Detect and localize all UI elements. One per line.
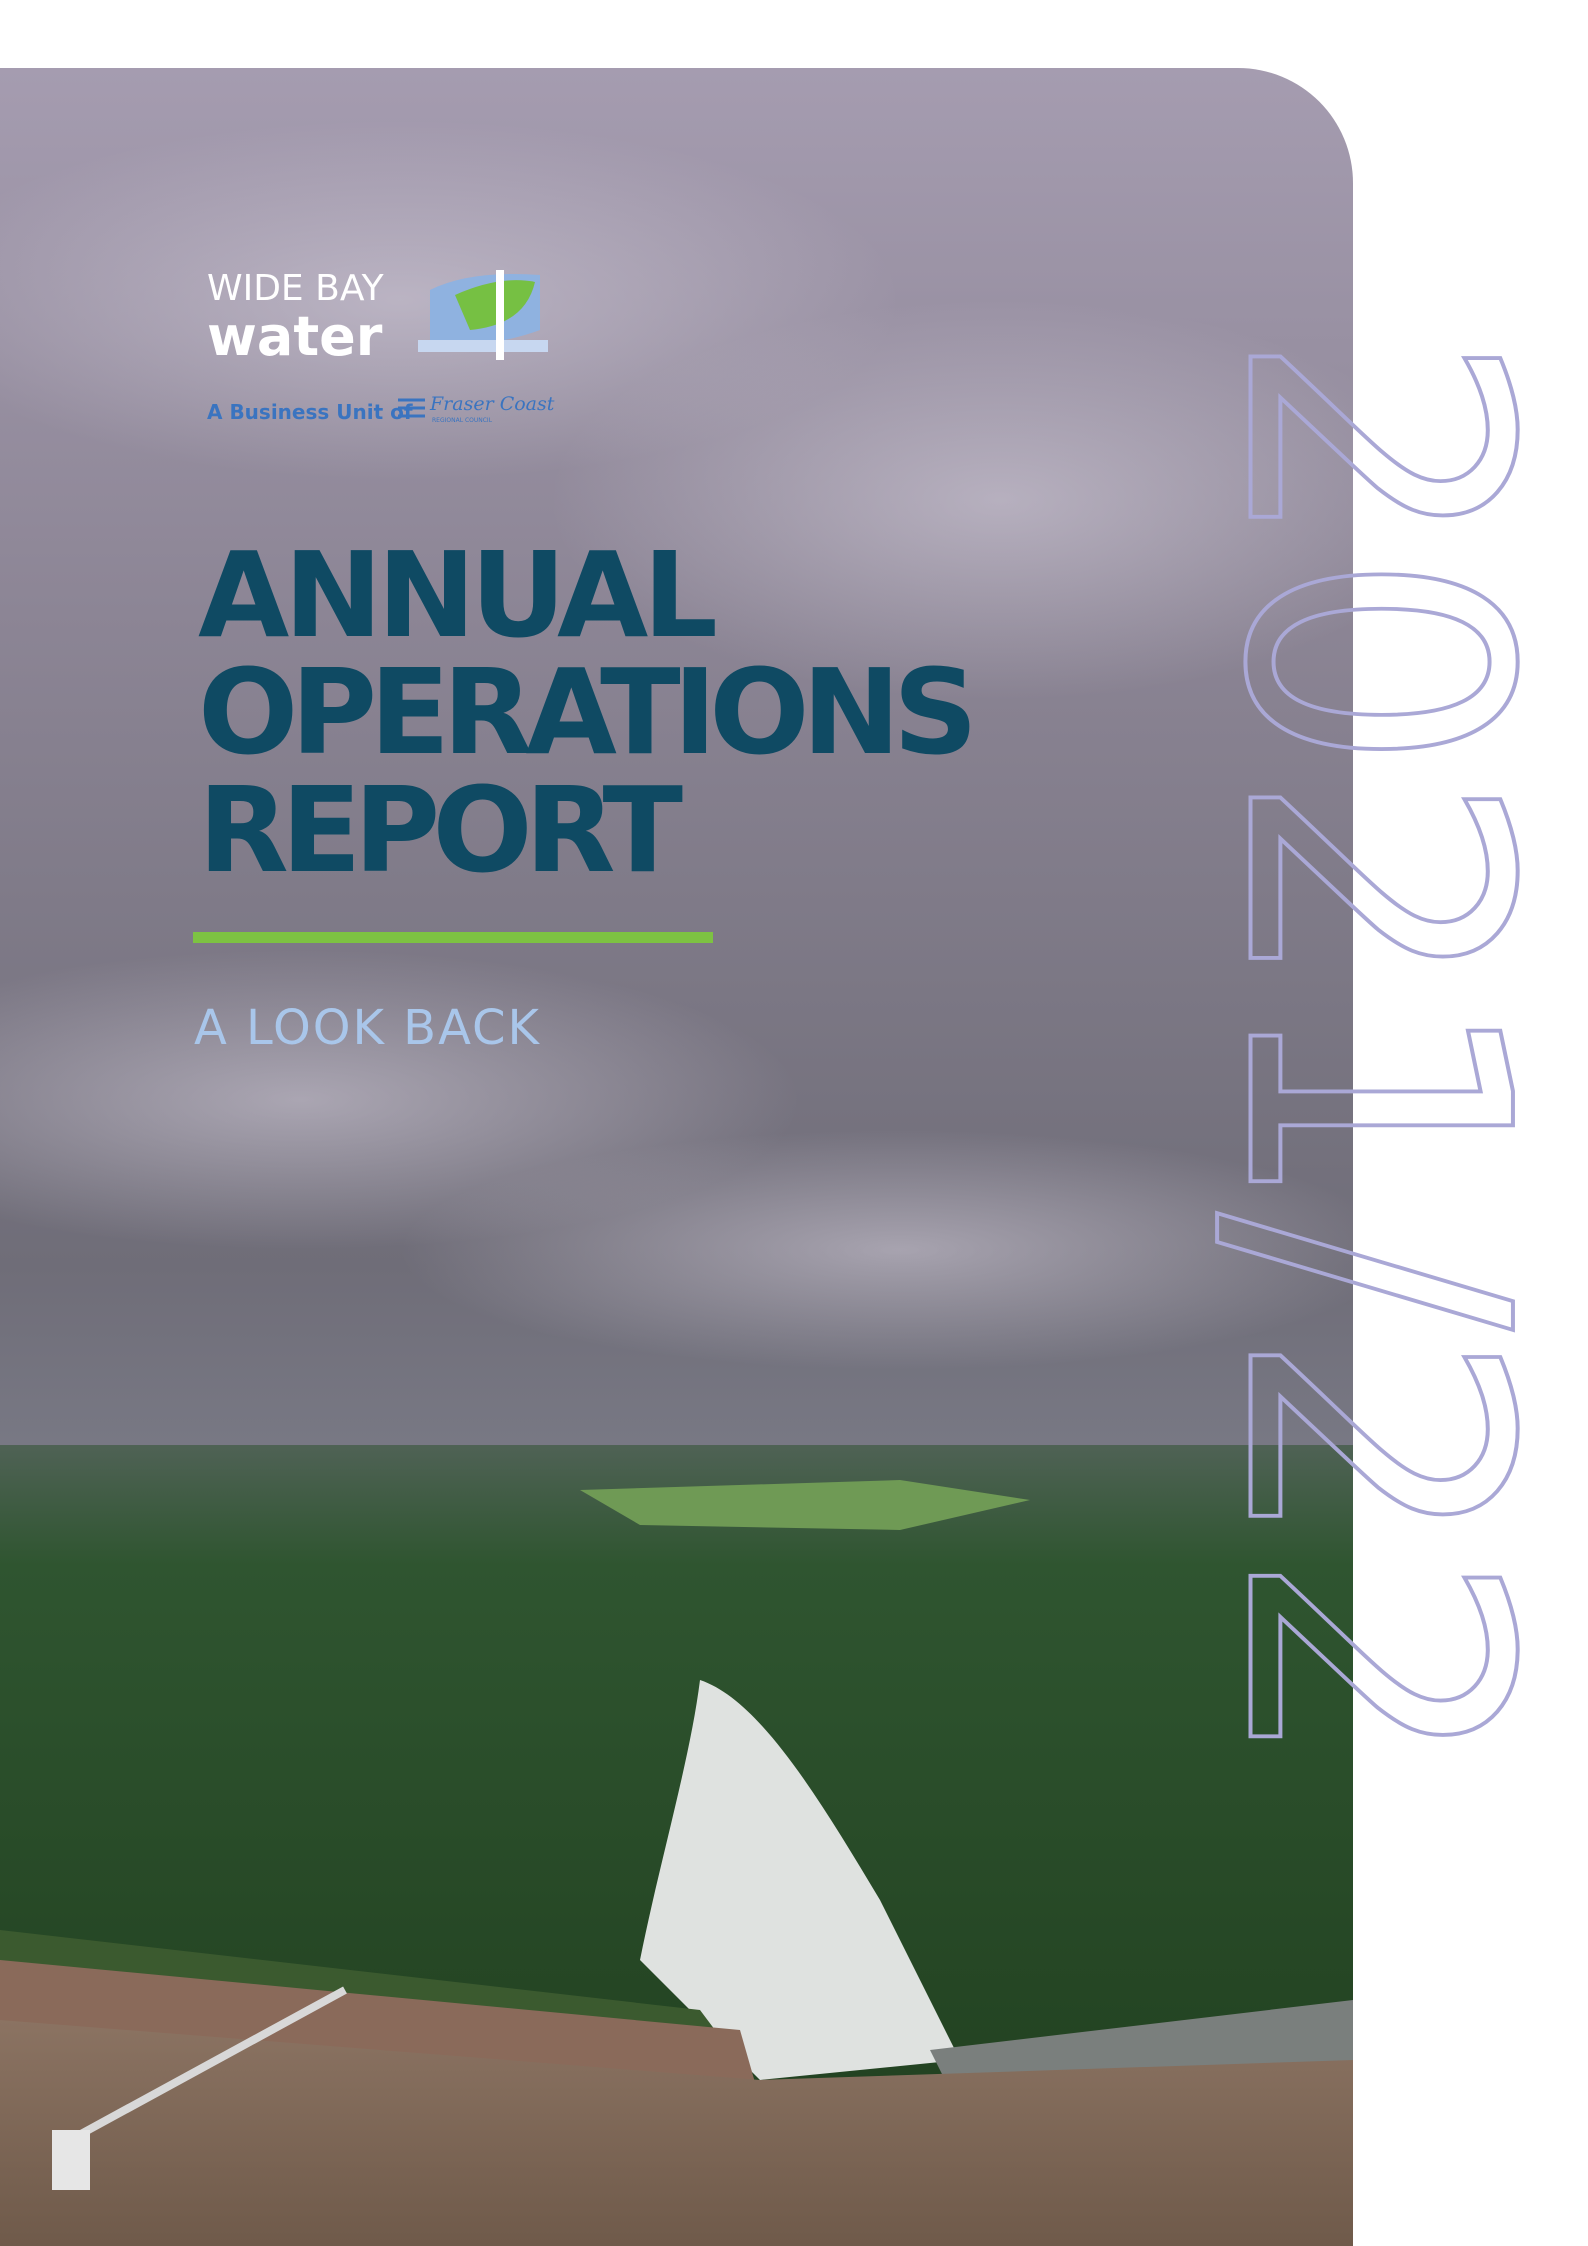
council-name: Fraser Coast <box>429 393 555 415</box>
page: {"brand": {"line1": "WIDE BAY", "line2":… <box>0 0 1588 2246</box>
business-unit: A Business Unit of <box>207 400 413 424</box>
subtitle: A LOOK BACK <box>194 1000 541 1056</box>
cover: WIDE BAY water A Business Unit of Fraser… <box>0 0 1588 2246</box>
title-rule <box>193 932 713 943</box>
title-line: REPORT <box>198 761 683 899</box>
brand-line2: water <box>207 305 383 368</box>
council-sub: REGIONAL COUNCIL <box>432 417 493 424</box>
year: 2021/22 <box>1166 331 1585 1771</box>
brand-line1: WIDE BAY <box>207 268 385 309</box>
